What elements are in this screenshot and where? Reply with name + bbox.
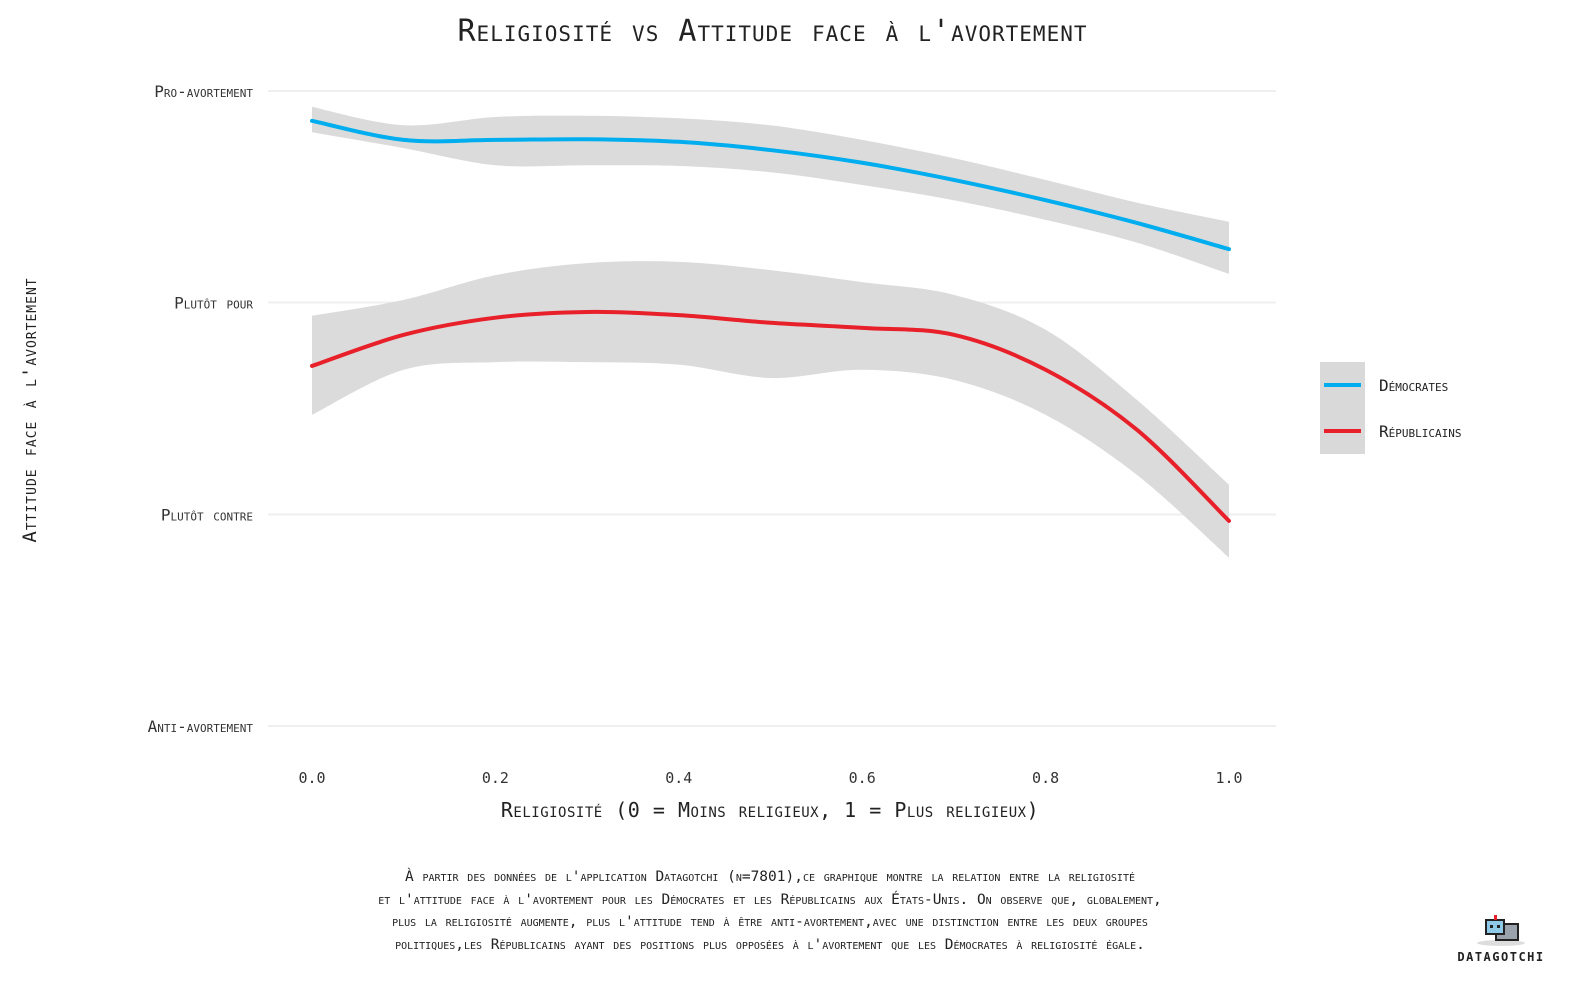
- x-tick-label: 0.0: [298, 769, 325, 787]
- series-line-democrates: [310, 118, 1231, 252]
- caption: À partir des données de l'application Da…: [240, 866, 1300, 956]
- caption-line: À partir des données de l'application Da…: [405, 869, 1135, 885]
- caption-line: et l'attitude face à l'avortement pour l…: [378, 891, 1162, 908]
- y-tick-label: Pro-avortement: [154, 82, 253, 101]
- legend-key-republicains: [1320, 408, 1365, 454]
- legend: Démocrates Républicains: [1320, 362, 1461, 454]
- legend-item-republicains: Républicains: [1320, 408, 1461, 454]
- legend-item-democrates: Démocrates: [1320, 362, 1461, 408]
- x-axis-label: Religiosité (0 = Moins religieux, 1 = Pl…: [500, 798, 1040, 822]
- caption-line: plus la religiosité augmente, plus l'att…: [392, 914, 1148, 930]
- robot-icon: [1477, 915, 1525, 946]
- chart-title: Religiosité vs Attitude face à l'avortem…: [457, 14, 1088, 49]
- datagotchi-logo: DATAGOTCHI: [1446, 914, 1556, 964]
- y-axis-label-wrap: Attitude face à l'avortement: [10, 240, 50, 580]
- logo-text: DATAGOTCHI: [1457, 950, 1545, 964]
- caption-line: politiques,les Républicains ayant des po…: [395, 936, 1145, 953]
- confidence-band-0: [312, 106, 1229, 274]
- legend-label: Républicains: [1379, 421, 1462, 441]
- x-tick-label: 0.6: [849, 769, 876, 787]
- legend-key-democrates: [1320, 362, 1365, 408]
- x-tick-label: 0.2: [482, 769, 509, 787]
- x-tick-label: 1.0: [1215, 769, 1242, 787]
- y-axis-label: Attitude face à l'avortement: [19, 277, 41, 543]
- series-line-republicains: [310, 309, 1231, 523]
- y-tick-label: Anti-avortement: [148, 717, 254, 736]
- y-tick-label: Plutôt pour: [174, 293, 253, 312]
- legend-label: Démocrates: [1379, 375, 1449, 395]
- x-tick-label: 0.8: [1032, 769, 1059, 787]
- y-tick-label: Plutôt contre: [161, 506, 253, 525]
- confidence-band-1: [312, 261, 1229, 558]
- x-tick-label: 0.4: [665, 769, 692, 787]
